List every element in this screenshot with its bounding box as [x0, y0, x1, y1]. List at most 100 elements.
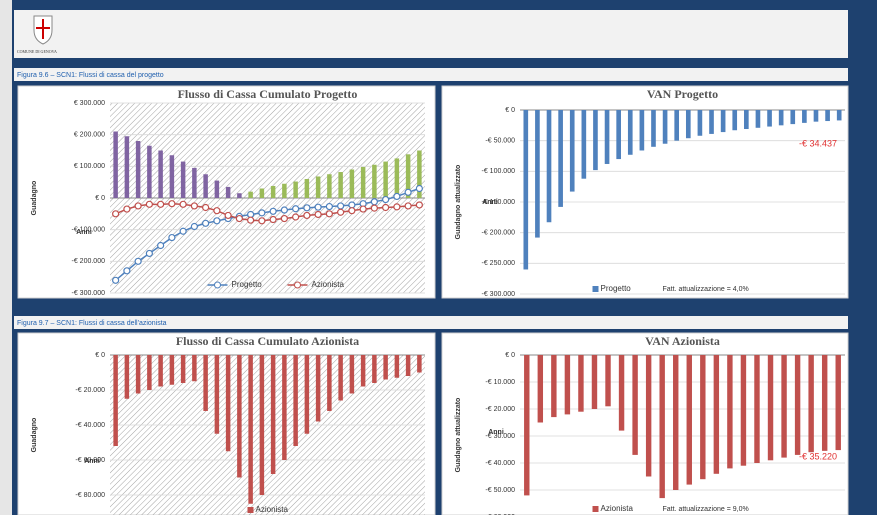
bar: [569, 110, 575, 192]
bar: [578, 355, 584, 412]
header: [14, 10, 848, 58]
line-marker: [123, 267, 131, 275]
line-marker: [325, 210, 333, 218]
y-tick-label: -€ 200.000: [482, 230, 516, 237]
y-tick-label: -€ 20.000: [75, 387, 105, 394]
bar: [225, 355, 231, 452]
bar: [605, 355, 611, 407]
bar: [158, 355, 163, 387]
series-line: [115, 202, 420, 222]
bar: [651, 110, 656, 147]
bar: [282, 183, 287, 198]
y-tick-label: -€ 40.000: [75, 422, 105, 429]
line-marker: [393, 203, 401, 211]
line-marker: [213, 217, 221, 225]
x-axis-label: Anni: [488, 429, 504, 436]
bar: [673, 355, 679, 490]
line-marker: [382, 195, 390, 204]
line-marker: [179, 227, 187, 235]
bar: [293, 181, 298, 198]
bar: [685, 110, 691, 139]
bar: [551, 355, 557, 418]
bar: [821, 355, 828, 451]
line-marker: [145, 249, 153, 258]
y-tick-label: -€ 150.000: [482, 199, 516, 206]
line-marker: [370, 204, 378, 212]
bar: [546, 110, 552, 223]
chart-panel: [441, 332, 849, 515]
line-marker: [337, 208, 345, 216]
line-marker: [190, 202, 198, 210]
bar: [632, 355, 638, 455]
y-axis-label: Guadagno attualizzato: [455, 398, 462, 473]
bar: [808, 355, 814, 453]
bar: [349, 169, 355, 198]
line-marker: [247, 216, 255, 224]
bar: [327, 355, 332, 411]
bar: [662, 110, 668, 144]
line-marker: [235, 214, 243, 223]
legend-note: Fatt. attualizzazione = 4,0%: [663, 286, 749, 293]
legend-label: Progetto: [232, 280, 263, 289]
bar: [593, 110, 598, 171]
chart-title: Flusso di Cassa Cumulato Azionista: [176, 334, 359, 348]
bar: [372, 355, 377, 383]
bar: [113, 355, 118, 446]
bar: [417, 355, 422, 373]
bar: [338, 172, 343, 198]
legend-note: Fatt. attualizzazione = 9,0%: [663, 506, 749, 513]
line-marker: [224, 211, 232, 220]
caption: Figura 9.7 – SCN1: Flussi di cassa dell'…: [17, 320, 167, 327]
bar: [349, 355, 355, 394]
bar: [259, 188, 265, 198]
bar: [383, 161, 388, 198]
bar: [214, 180, 220, 198]
caption-strip: [14, 316, 848, 329]
line-marker: [247, 210, 255, 219]
bar: [192, 355, 197, 382]
bar: [338, 355, 343, 401]
bar: [203, 355, 208, 411]
chart-title: VAN Progetto: [647, 87, 718, 101]
y-axis-label: Guadagno: [31, 418, 38, 453]
line-marker: [112, 276, 120, 284]
legend-label: Azionista: [601, 504, 634, 513]
bar: [360, 355, 366, 387]
line-marker: [168, 233, 176, 242]
line-marker: [303, 211, 311, 220]
bar: [203, 174, 208, 198]
bar: [237, 355, 242, 478]
side-strip: [0, 0, 12, 515]
line-marker: [280, 214, 288, 223]
bar: [754, 355, 760, 463]
bar: [282, 355, 287, 460]
line-marker: [337, 202, 345, 210]
x-axis-label: Anni: [84, 458, 100, 465]
bar: [700, 355, 706, 480]
bar: [304, 355, 310, 434]
bar: [315, 355, 321, 422]
bar: [802, 110, 807, 123]
bar: [405, 355, 411, 376]
bar: [709, 110, 714, 134]
bar: [558, 110, 563, 207]
bar: [727, 355, 733, 469]
line-marker: [382, 203, 390, 212]
bar: [417, 150, 422, 198]
line-marker: [314, 210, 322, 219]
line-marker: [258, 209, 266, 217]
bar: [524, 355, 530, 496]
line-marker: [348, 207, 356, 215]
line-marker: [404, 188, 412, 196]
bar: [581, 110, 587, 179]
bar: [781, 355, 787, 458]
y-tick-label: -€ 20.000: [485, 406, 515, 413]
bar: [720, 110, 726, 133]
bar: [755, 110, 761, 128]
bar: [836, 110, 842, 121]
plot-hatch: [110, 355, 425, 515]
line-marker: [280, 206, 288, 214]
bar: [259, 355, 265, 495]
line-marker: [269, 215, 277, 224]
